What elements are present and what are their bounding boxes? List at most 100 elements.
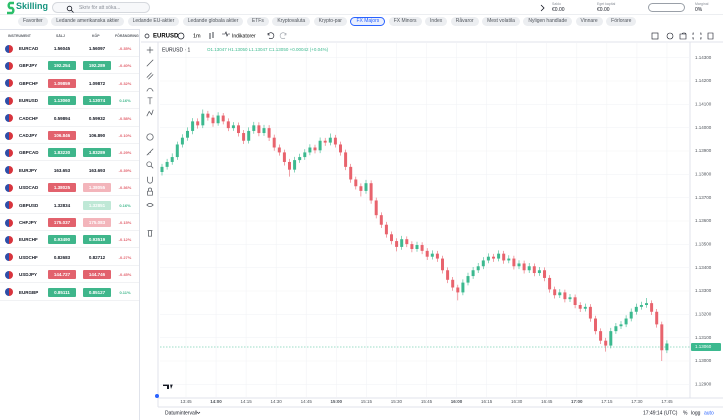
buy-price[interactable]: 192.289	[83, 61, 111, 71]
watchlist-row[interactable]: GBPJPY 192.254 192.289 -0.40%	[0, 57, 139, 75]
category-tab[interactable]: Mest volatila	[482, 17, 520, 26]
sell-price[interactable]: 1.13060	[48, 96, 76, 106]
chart-style-icon[interactable]	[209, 32, 214, 39]
account-chevron[interactable]	[540, 4, 546, 12]
category-tab[interactable]: Krypto-par	[313, 17, 347, 26]
category-tab[interactable]: Nyligen handlade	[523, 17, 572, 26]
drawing-tool[interactable]	[146, 133, 154, 141]
buy-price[interactable]: 106.890	[88, 133, 106, 138]
watchlist-row[interactable]: GBPUSD 1.32834 1.32851 0.16%	[0, 197, 139, 214]
sell-price[interactable]: 163.653	[53, 167, 71, 173]
change: -0.35%	[118, 46, 132, 51]
sell-price[interactable]: 192.254	[48, 61, 76, 71]
drawing-tool[interactable]	[146, 87, 154, 92]
category-tab[interactable]: FX Minors	[388, 17, 422, 26]
sell-price[interactable]: 0.93490	[48, 235, 76, 245]
price-tick-label: 1.13800	[695, 172, 712, 177]
fullscreen-icon[interactable]	[692, 32, 702, 40]
candle-body	[594, 318, 597, 332]
buy-price[interactable]: 1.09872	[88, 80, 106, 86]
window-icon[interactable]	[707, 32, 714, 40]
sell-price[interactable]: 175.037	[48, 218, 76, 227]
buy-price[interactable]: 1.32851	[83, 200, 111, 210]
drawing-tool[interactable]	[146, 203, 154, 207]
scale-option[interactable]: auto	[704, 410, 714, 416]
category-tab[interactable]: Favoriter	[18, 17, 48, 26]
watchlist-row[interactable]: EURJPY 163.653 163.693 -0.39%	[0, 162, 139, 179]
buy-price[interactable]: 0.85127	[83, 287, 111, 297]
sell-price[interactable]: 1.38025	[48, 183, 76, 193]
buy-price[interactable]: 0.59932	[88, 115, 106, 121]
watchlist-row[interactable]: CADCHF 0.59894 0.59932 -0.58%	[0, 110, 139, 127]
buy-price[interactable]: 1.56097	[88, 46, 106, 51]
drawing-tool[interactable]	[147, 97, 153, 105]
drawing-tool[interactable]	[146, 161, 154, 169]
category-tab[interactable]: ETFs	[246, 17, 269, 26]
instrument-symbol: EURGBP	[19, 289, 39, 295]
drawing-tool[interactable]	[147, 187, 153, 196]
glass-ring	[66, 5, 73, 11]
drawing-tool[interactable]	[146, 109, 154, 117]
category-tab[interactable]: Ledande EU-aktier	[127, 17, 180, 26]
drawing-tool[interactable]	[146, 46, 154, 54]
date-range-button[interactable]: Datumintervall	[165, 410, 197, 416]
compare-icon[interactable]	[177, 32, 185, 40]
watchlist-row[interactable]: CADJPY 106.846 106.890 -0.10%	[0, 127, 139, 144]
buy-price[interactable]: 0.82712	[88, 254, 106, 260]
settings-icon[interactable]	[666, 32, 674, 40]
buy-price[interactable]: 175.083	[83, 218, 111, 227]
watchlist-row[interactable]: USDCHF 0.82683 0.82712 -0.27%	[0, 249, 139, 266]
watchlist-row[interactable]: CHFJPY 175.037 175.083 -0.15%	[0, 214, 139, 231]
symbol-label[interactable]: EURUSD	[153, 34, 179, 40]
drawing-tool[interactable]	[146, 59, 154, 67]
redo-icon[interactable]	[279, 32, 287, 39]
drawing-tool[interactable]	[147, 176, 153, 184]
search-box[interactable]: Skriv för att söka...	[52, 2, 150, 13]
sell-price[interactable]: 1.83230	[48, 148, 76, 158]
logo-text[interactable]: Skilling	[16, 1, 49, 11]
interval-label[interactable]: 1m	[193, 33, 201, 39]
watchlist-row[interactable]: EURUSD 1.13060 1.13074 0.16%	[0, 92, 139, 110]
watchlist-row[interactable]: USDCAD 1.38025 1.38055 -0.36%	[0, 179, 139, 197]
sell-price[interactable]: 144.727	[48, 270, 76, 280]
sell-price[interactable]: 1.09859	[48, 78, 76, 88]
sell-price[interactable]: 0.85111	[48, 287, 76, 297]
category-tab[interactable]: Kryptovaluta	[272, 17, 311, 26]
drawing-tool[interactable]	[146, 148, 154, 156]
snapshot-icon[interactable]	[679, 32, 687, 40]
category-tab[interactable]: Ledande amerikanska aktier	[51, 17, 125, 26]
sell-price[interactable]: 1.56045	[53, 46, 71, 51]
category-tab[interactable]: Index	[425, 17, 448, 26]
scroll-button[interactable]	[155, 394, 159, 398]
sell-price[interactable]: 0.82683	[53, 254, 71, 260]
layout-icon[interactable]	[651, 32, 659, 40]
drawing-tool[interactable]	[147, 230, 153, 237]
sell-price[interactable]: 1.32834	[53, 202, 71, 208]
watchlist-row[interactable]: EURGBP 0.85111 0.85127 0.11%	[0, 284, 139, 301]
account-button[interactable]	[648, 3, 685, 12]
watchlist-row[interactable]: GBPCHF 1.09859 1.09872 -0.32%	[0, 75, 139, 92]
indicators-label[interactable]: Indikatorer	[232, 33, 256, 39]
watchlist-row[interactable]: GBPCAD 1.83230 1.83289 -0.29%	[0, 144, 139, 162]
category-tab[interactable]: Förlorare	[606, 17, 637, 26]
buy-price[interactable]: 144.746	[83, 270, 111, 280]
buy-price[interactable]: 1.38055	[83, 183, 111, 193]
buy-price[interactable]: 1.83289	[83, 148, 111, 158]
category-tab[interactable]: FX Majors	[350, 17, 386, 26]
category-tab[interactable]: Råvaror	[450, 17, 479, 26]
category-tab[interactable]: Ledande globala aktier	[182, 17, 244, 26]
watchlist-row[interactable]: EURCHF 0.93490 0.93519 -0.12%	[0, 231, 139, 249]
watchlist-row[interactable]: USDJPY 144.727 144.746 -0.45%	[0, 266, 139, 284]
category-tab[interactable]: Vinnare	[575, 17, 603, 26]
undo-icon[interactable]	[267, 32, 275, 39]
drawing-tool[interactable]	[146, 72, 154, 80]
buy-price[interactable]: 1.13074	[83, 96, 111, 106]
sell-price[interactable]: 106.846	[48, 131, 76, 140]
scale-option[interactable]: %	[683, 410, 688, 416]
buy-price[interactable]: 163.693	[88, 167, 106, 173]
scale-option[interactable]: logg	[691, 410, 701, 416]
watchlist-row[interactable]: EURCAD 1.56045 1.56097 -0.35%	[0, 40, 139, 57]
buy-price[interactable]: 0.93519	[83, 235, 111, 245]
logo-mark	[7, 1, 15, 15]
sell-price[interactable]: 0.59894	[53, 115, 71, 121]
